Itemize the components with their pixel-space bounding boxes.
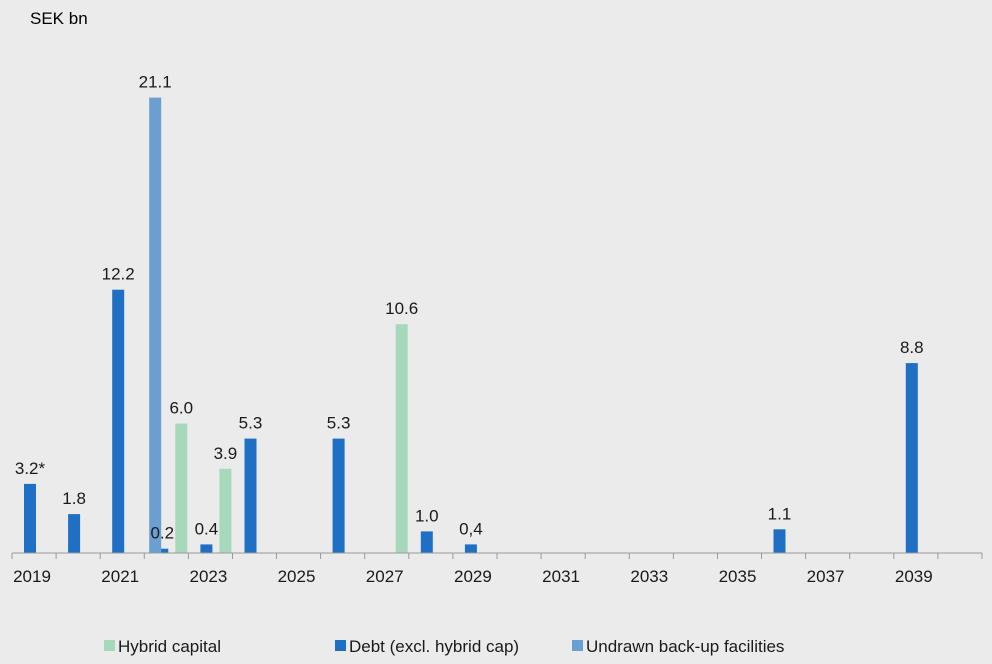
data-label: 0,4 bbox=[459, 519, 483, 538]
bar-debt-excl-hybrid-cap-2019 bbox=[24, 483, 36, 553]
bar-hybrid-capital-2027 bbox=[395, 324, 408, 553]
legend-entry: Debt (excl. hybrid cap) bbox=[349, 637, 519, 656]
data-label: 1.8 bbox=[62, 489, 86, 508]
legend: Hybrid capital Debt (excl. hybrid cap) Und… bbox=[104, 637, 784, 656]
x-tick-label: 2033 bbox=[630, 567, 668, 586]
legend-entry: Hybrid capital bbox=[118, 637, 221, 656]
bar-debt-excl-hybrid-cap-2029 bbox=[464, 544, 477, 553]
data-label: 8.8 bbox=[900, 338, 924, 357]
bar-debt-excl-hybrid-cap-2024 bbox=[244, 438, 257, 553]
data-label: 5.3 bbox=[327, 414, 351, 433]
x-tick-label: 2037 bbox=[807, 567, 845, 586]
x-tick-label: 2023 bbox=[189, 567, 227, 586]
data-label: 1.0 bbox=[415, 506, 439, 525]
legend-swatch bbox=[335, 640, 346, 651]
bar-debt-excl-hybrid-cap-2021 bbox=[112, 289, 125, 553]
x-tick-label: 2019 bbox=[13, 567, 51, 586]
x-tick-label: 2027 bbox=[366, 567, 404, 586]
x-tick-label: 2021 bbox=[101, 567, 139, 586]
data-label: 10.6 bbox=[385, 299, 418, 318]
bar-debt-excl-hybrid-cap-2039 bbox=[905, 363, 918, 553]
data-label: 21.1 bbox=[139, 73, 172, 92]
bar-debt-excl-hybrid-cap-2026 bbox=[332, 438, 345, 553]
data-label: 12.2 bbox=[102, 265, 135, 284]
bar-undrawn-back-up-facilities-2021 bbox=[149, 97, 162, 553]
bar-debt-excl-hybrid-cap-2023 bbox=[200, 544, 213, 553]
bars-layer bbox=[24, 97, 918, 553]
legend-entry: Undrawn back-up facilities bbox=[586, 637, 784, 656]
data-label: 3.2* bbox=[15, 459, 46, 478]
bar-hybrid-capital-2023 bbox=[219, 468, 232, 553]
bar-debt-excl-hybrid-cap-2036 bbox=[773, 529, 786, 553]
legend-swatch bbox=[104, 640, 115, 651]
bar-debt-excl-hybrid-cap-2022 bbox=[156, 548, 169, 553]
x-tick-label: 2035 bbox=[719, 567, 757, 586]
data-label: 6.0 bbox=[169, 399, 193, 418]
data-label: 0.4 bbox=[195, 519, 219, 538]
x-tick-label: 2031 bbox=[542, 567, 580, 586]
data-label: 5.3 bbox=[239, 414, 263, 433]
data-label: 3.9 bbox=[214, 444, 238, 463]
bar-labels-layer: 3.2* 1.8 12.2 0.2 0.4 5.3 5.3 1.0 0,4 1.1 8.8 6.0 3.… bbox=[15, 73, 924, 543]
data-label: 0.2 bbox=[150, 524, 174, 543]
bar-hybrid-capital-2022 bbox=[175, 423, 188, 553]
unit-label: SEK bn bbox=[30, 9, 88, 28]
bar-debt-excl-hybrid-cap-2028 bbox=[420, 531, 433, 553]
bar-debt-excl-hybrid-cap-2020 bbox=[68, 514, 81, 553]
x-tick-label: 2025 bbox=[278, 567, 316, 586]
x-tick-label: 2039 bbox=[895, 567, 933, 586]
legend-swatch bbox=[572, 640, 583, 651]
data-label: 1.1 bbox=[768, 504, 792, 523]
x-axis: 2019 2021 2023 2025 2027 2029 2031 2033 2035 2037… bbox=[11, 552, 983, 586]
x-tick-label: 2029 bbox=[454, 567, 492, 586]
